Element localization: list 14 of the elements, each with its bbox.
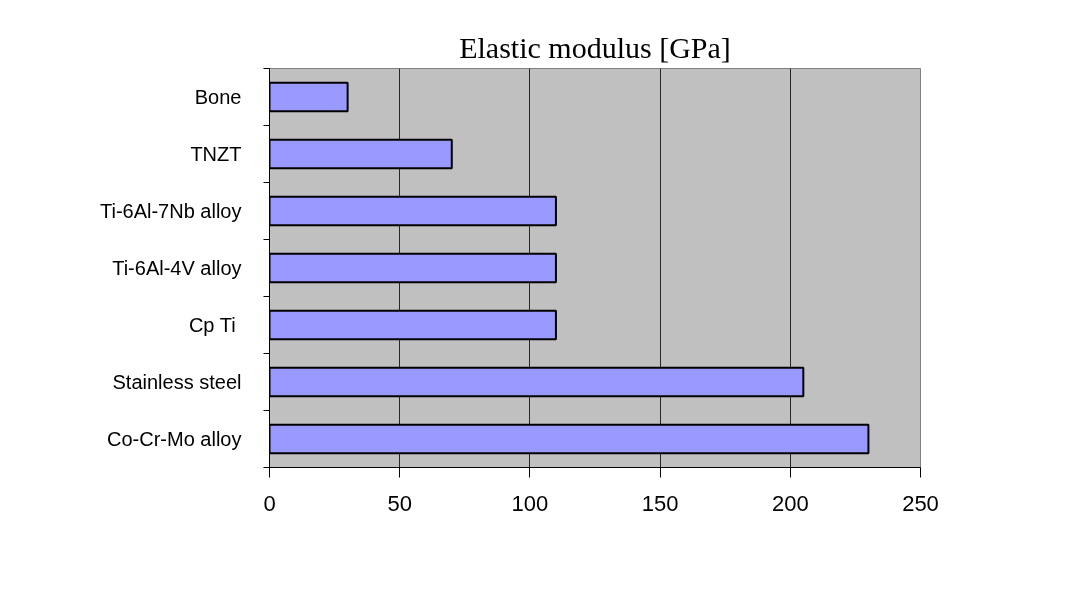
x-tick-label: 0: [263, 490, 276, 516]
x-tick-label: 250: [902, 490, 939, 516]
x-tick-label: 50: [387, 490, 412, 516]
y-tick-label: Ti-6Al-4V alloy: [112, 257, 242, 279]
y-tick-label: Ti-6Al-7Nb alloy: [99, 200, 242, 222]
y-tick-label: Bone: [194, 86, 242, 108]
x-tick-label: 100: [511, 490, 549, 516]
x-tick-label: 150: [641, 490, 679, 516]
chart-title: Elastic modulus [GPa]: [459, 30, 731, 64]
y-tick-label: Cp Ti: [188, 314, 236, 336]
x-tick-label: 200: [771, 490, 809, 516]
y-tick-label: Stainless steel: [112, 371, 242, 393]
y-tick-label: TNZT: [190, 143, 242, 165]
y-tick-label: Co-Cr-Mo alloy: [107, 428, 242, 450]
